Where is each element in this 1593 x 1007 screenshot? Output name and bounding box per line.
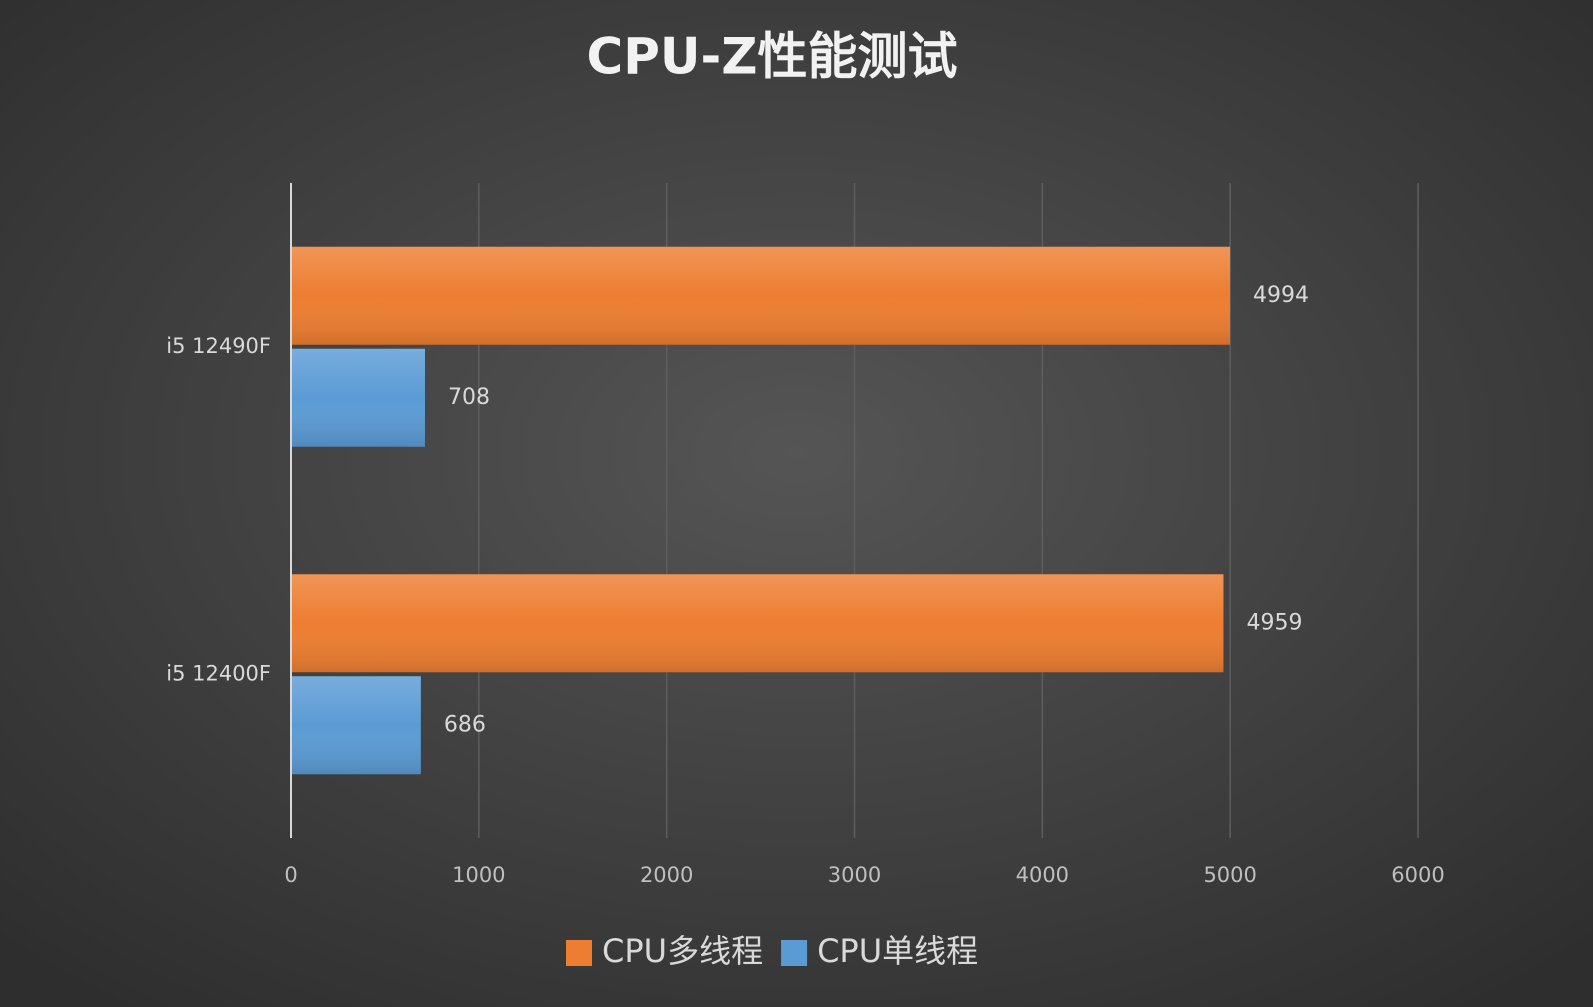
bar-shine bbox=[292, 246, 1231, 345]
legend-label: CPU多线程 bbox=[602, 932, 763, 970]
bar-shine bbox=[292, 676, 421, 775]
x-tick-label: 2000 bbox=[640, 863, 693, 887]
bar-shine bbox=[292, 348, 425, 447]
x-tick-label: 0 bbox=[284, 863, 297, 887]
x-tick-label: 1000 bbox=[452, 863, 505, 887]
x-tick-label: 5000 bbox=[1203, 863, 1256, 887]
x-tick-label: 6000 bbox=[1391, 863, 1444, 887]
legend-swatch bbox=[781, 940, 808, 966]
y-tick-label: i5 12400F bbox=[166, 661, 271, 685]
value-label: 708 bbox=[448, 385, 490, 410]
value-label: 4994 bbox=[1253, 283, 1309, 308]
y-tick-label: i5 12490F bbox=[166, 334, 271, 358]
chart-title: CPU-Z性能测试 bbox=[587, 28, 958, 86]
x-tick-label: 4000 bbox=[1016, 863, 1069, 887]
bar-shine bbox=[292, 574, 1224, 673]
legend-label: CPU单线程 bbox=[817, 932, 978, 970]
value-label: 4959 bbox=[1246, 610, 1302, 635]
value-label: 686 bbox=[444, 712, 486, 737]
x-tick-label: 3000 bbox=[828, 863, 881, 887]
legend-swatch bbox=[566, 940, 592, 966]
